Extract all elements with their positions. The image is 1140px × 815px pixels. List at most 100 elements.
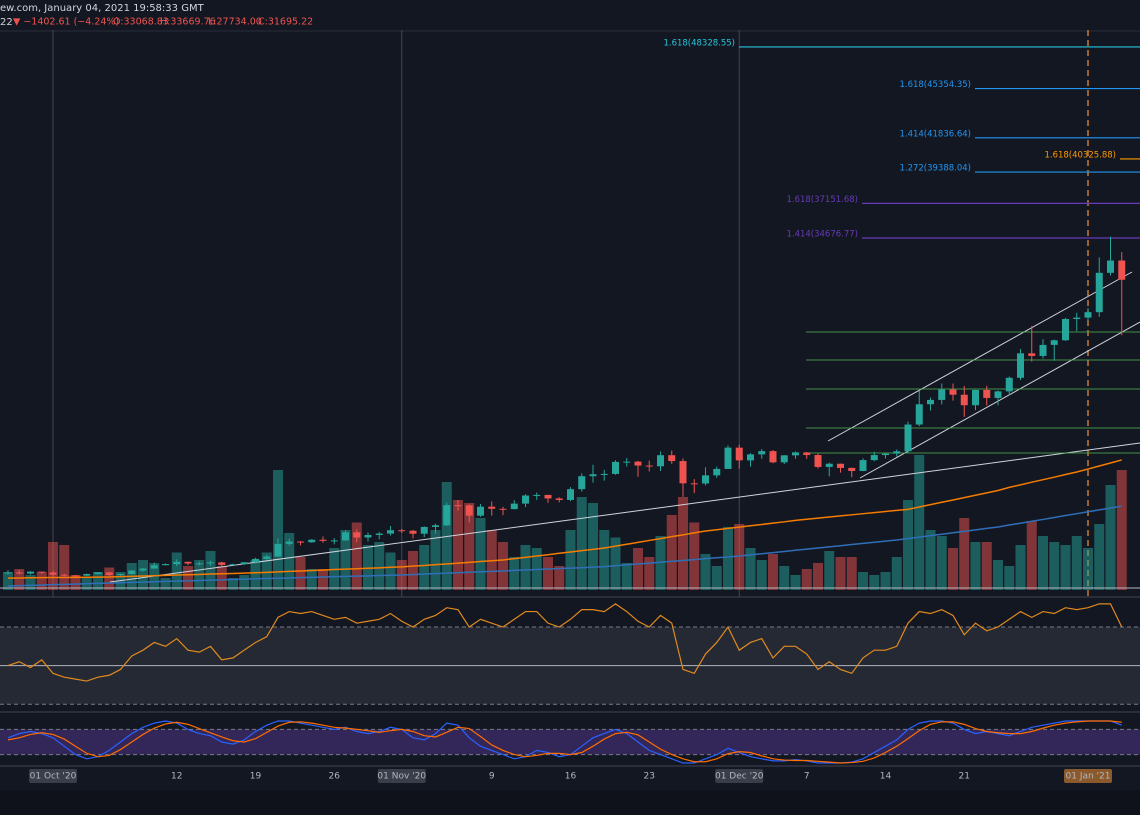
candle-body [128, 570, 136, 575]
volume-bar [273, 470, 283, 590]
fib-label: 1.618(48328.55) [663, 38, 735, 48]
volume-bar [70, 575, 81, 590]
header-low: L:27734.00 [208, 17, 262, 28]
x-label-box [29, 769, 77, 783]
candle-body [1005, 377, 1013, 392]
volume-bar [891, 557, 902, 590]
volume-bar [216, 566, 227, 590]
volume-bar [543, 557, 553, 590]
volume-bar [801, 569, 812, 590]
volume-bar [970, 542, 981, 590]
candle-body [353, 532, 361, 538]
volume-bar [1004, 566, 1015, 590]
volume-bar [666, 515, 677, 590]
volume-bar [340, 530, 351, 590]
x-tick-label: 16 [565, 772, 577, 782]
candle-body [522, 495, 529, 504]
candle-body [252, 558, 259, 563]
candle-body [4, 572, 12, 574]
volume-bar [824, 551, 835, 590]
volume-bar [745, 548, 756, 590]
indicator-layer [0, 46, 1140, 764]
volume-bar [914, 455, 925, 590]
volume-bar [509, 557, 520, 590]
candle-body [477, 506, 484, 516]
volume-bar [374, 542, 385, 590]
candle-body [1050, 340, 1058, 345]
candle-body [454, 505, 462, 507]
x-tick-label: 7 [804, 772, 810, 782]
candle-body [162, 564, 169, 566]
candle-body [792, 452, 799, 456]
candle-body [837, 463, 844, 468]
volume-bar [700, 554, 711, 590]
candle-body [1095, 272, 1103, 313]
volume-bar [171, 552, 182, 590]
label-layer: ew.com, January 04, 2021 19:58:33 GMT 22… [0, 3, 1116, 783]
candle-body [724, 447, 732, 469]
candle-body [533, 494, 541, 496]
volume-bar [408, 551, 418, 590]
candle-body [60, 574, 68, 576]
candle-body [578, 476, 586, 490]
volume-bar [790, 575, 801, 590]
candle-body [274, 543, 282, 557]
header-open: O:33068.83 [113, 17, 169, 28]
candle-body [589, 474, 597, 477]
candle-body [49, 572, 57, 575]
volume-bar [351, 522, 362, 590]
x-tick-label: 01 Jan '21 [1066, 772, 1111, 782]
candle-body [803, 452, 811, 456]
candle-body [72, 575, 79, 577]
header-close: C:31695.22 [258, 17, 313, 28]
candle-body [342, 532, 349, 541]
volume-bar [576, 497, 587, 590]
candle-body [218, 562, 226, 565]
candle-body [1073, 317, 1081, 320]
candle-body [1017, 353, 1024, 378]
x-label-box [377, 769, 426, 783]
volume-bar [599, 530, 610, 590]
volume-bar [644, 557, 655, 590]
candle-body [173, 561, 181, 565]
volume-bar [385, 552, 396, 590]
fib-label: 1.414(41836.64) [899, 129, 971, 139]
candle-body [465, 505, 473, 516]
candle-body [83, 574, 91, 576]
candle-body [117, 574, 124, 576]
candle-body [387, 530, 394, 534]
candle-body [297, 541, 304, 543]
candle-body [409, 530, 417, 534]
trend-line [109, 442, 1140, 583]
candle-body [634, 461, 642, 466]
candle-body [555, 498, 563, 500]
volume-bar [588, 503, 598, 590]
x-tick-label: 01 Nov '20 [377, 772, 426, 782]
volume-bar [925, 530, 936, 590]
volume-bar [138, 560, 148, 590]
fib-label: 1.272(39388.04) [899, 164, 971, 174]
volume-bar [261, 552, 272, 590]
volume-bar [621, 563, 632, 590]
volume-bar [1083, 548, 1093, 590]
footer [0, 790, 1140, 815]
candle-body [1039, 344, 1047, 356]
volume-bar [1105, 485, 1116, 590]
volume-bar [936, 536, 947, 590]
volume-bar [633, 548, 643, 590]
x-tick-label: 26 [329, 772, 341, 782]
volume-bar [779, 566, 790, 590]
volume-bar [1094, 524, 1105, 590]
candle-body [702, 475, 709, 484]
volume-bar [948, 548, 958, 590]
candle-body [207, 562, 214, 564]
candle-body [848, 467, 856, 472]
candle-body [960, 394, 968, 406]
candle-body [758, 451, 766, 455]
volume-bar [756, 560, 767, 590]
rsi-line [7, 603, 1123, 682]
volume-bar [981, 542, 992, 590]
volume-bar [813, 563, 823, 590]
candle-body [769, 451, 777, 463]
